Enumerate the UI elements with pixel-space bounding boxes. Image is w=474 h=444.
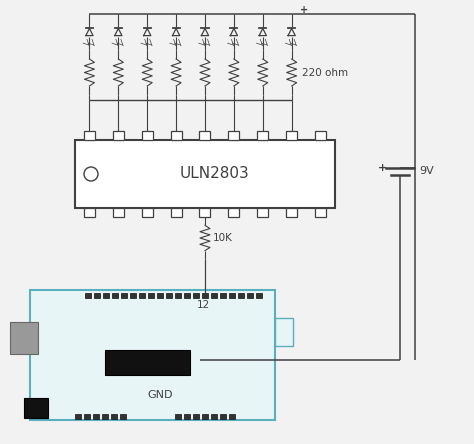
Bar: [111, 414, 117, 419]
Bar: [220, 293, 226, 298]
Bar: [93, 414, 99, 419]
Bar: [211, 293, 217, 298]
Bar: [103, 293, 109, 298]
Text: +: +: [300, 5, 308, 15]
Bar: [315, 208, 326, 217]
Bar: [105, 350, 190, 375]
Bar: [171, 208, 182, 217]
Bar: [75, 414, 81, 419]
Bar: [200, 131, 210, 140]
Bar: [130, 293, 136, 298]
Bar: [315, 131, 326, 140]
Bar: [113, 208, 124, 217]
Bar: [139, 293, 145, 298]
Bar: [184, 293, 190, 298]
Bar: [10, 322, 38, 354]
Bar: [256, 293, 262, 298]
Bar: [142, 131, 153, 140]
Text: 12: 12: [196, 300, 210, 310]
Text: 10K: 10K: [213, 233, 233, 243]
Bar: [171, 131, 182, 140]
Bar: [142, 208, 153, 217]
Bar: [175, 414, 181, 419]
Bar: [120, 414, 126, 419]
Text: 220 ohm: 220 ohm: [301, 68, 348, 78]
Bar: [148, 293, 154, 298]
Bar: [84, 414, 90, 419]
Text: +: +: [378, 163, 387, 173]
Bar: [193, 414, 199, 419]
Bar: [113, 131, 124, 140]
Bar: [84, 208, 95, 217]
Bar: [220, 414, 226, 419]
Bar: [202, 293, 208, 298]
Bar: [85, 293, 91, 298]
Bar: [229, 293, 235, 298]
Bar: [200, 208, 210, 217]
Bar: [157, 293, 163, 298]
Text: GND: GND: [147, 390, 173, 400]
Bar: [228, 131, 239, 140]
Bar: [286, 131, 297, 140]
Bar: [24, 398, 48, 418]
Bar: [75, 140, 335, 208]
Bar: [112, 293, 118, 298]
Bar: [94, 293, 100, 298]
Bar: [247, 293, 253, 298]
Bar: [257, 208, 268, 217]
Bar: [175, 293, 181, 298]
Bar: [228, 208, 239, 217]
Text: ULN2803: ULN2803: [180, 166, 250, 182]
Bar: [102, 414, 108, 419]
Bar: [166, 293, 172, 298]
Bar: [238, 293, 244, 298]
Bar: [121, 293, 127, 298]
Bar: [202, 414, 208, 419]
Bar: [211, 414, 217, 419]
Bar: [193, 293, 199, 298]
Bar: [30, 290, 275, 420]
Bar: [84, 131, 95, 140]
Text: 9V: 9V: [419, 166, 434, 177]
Bar: [184, 414, 190, 419]
Bar: [257, 131, 268, 140]
Bar: [286, 208, 297, 217]
Bar: [229, 414, 235, 419]
Bar: [275, 318, 293, 346]
